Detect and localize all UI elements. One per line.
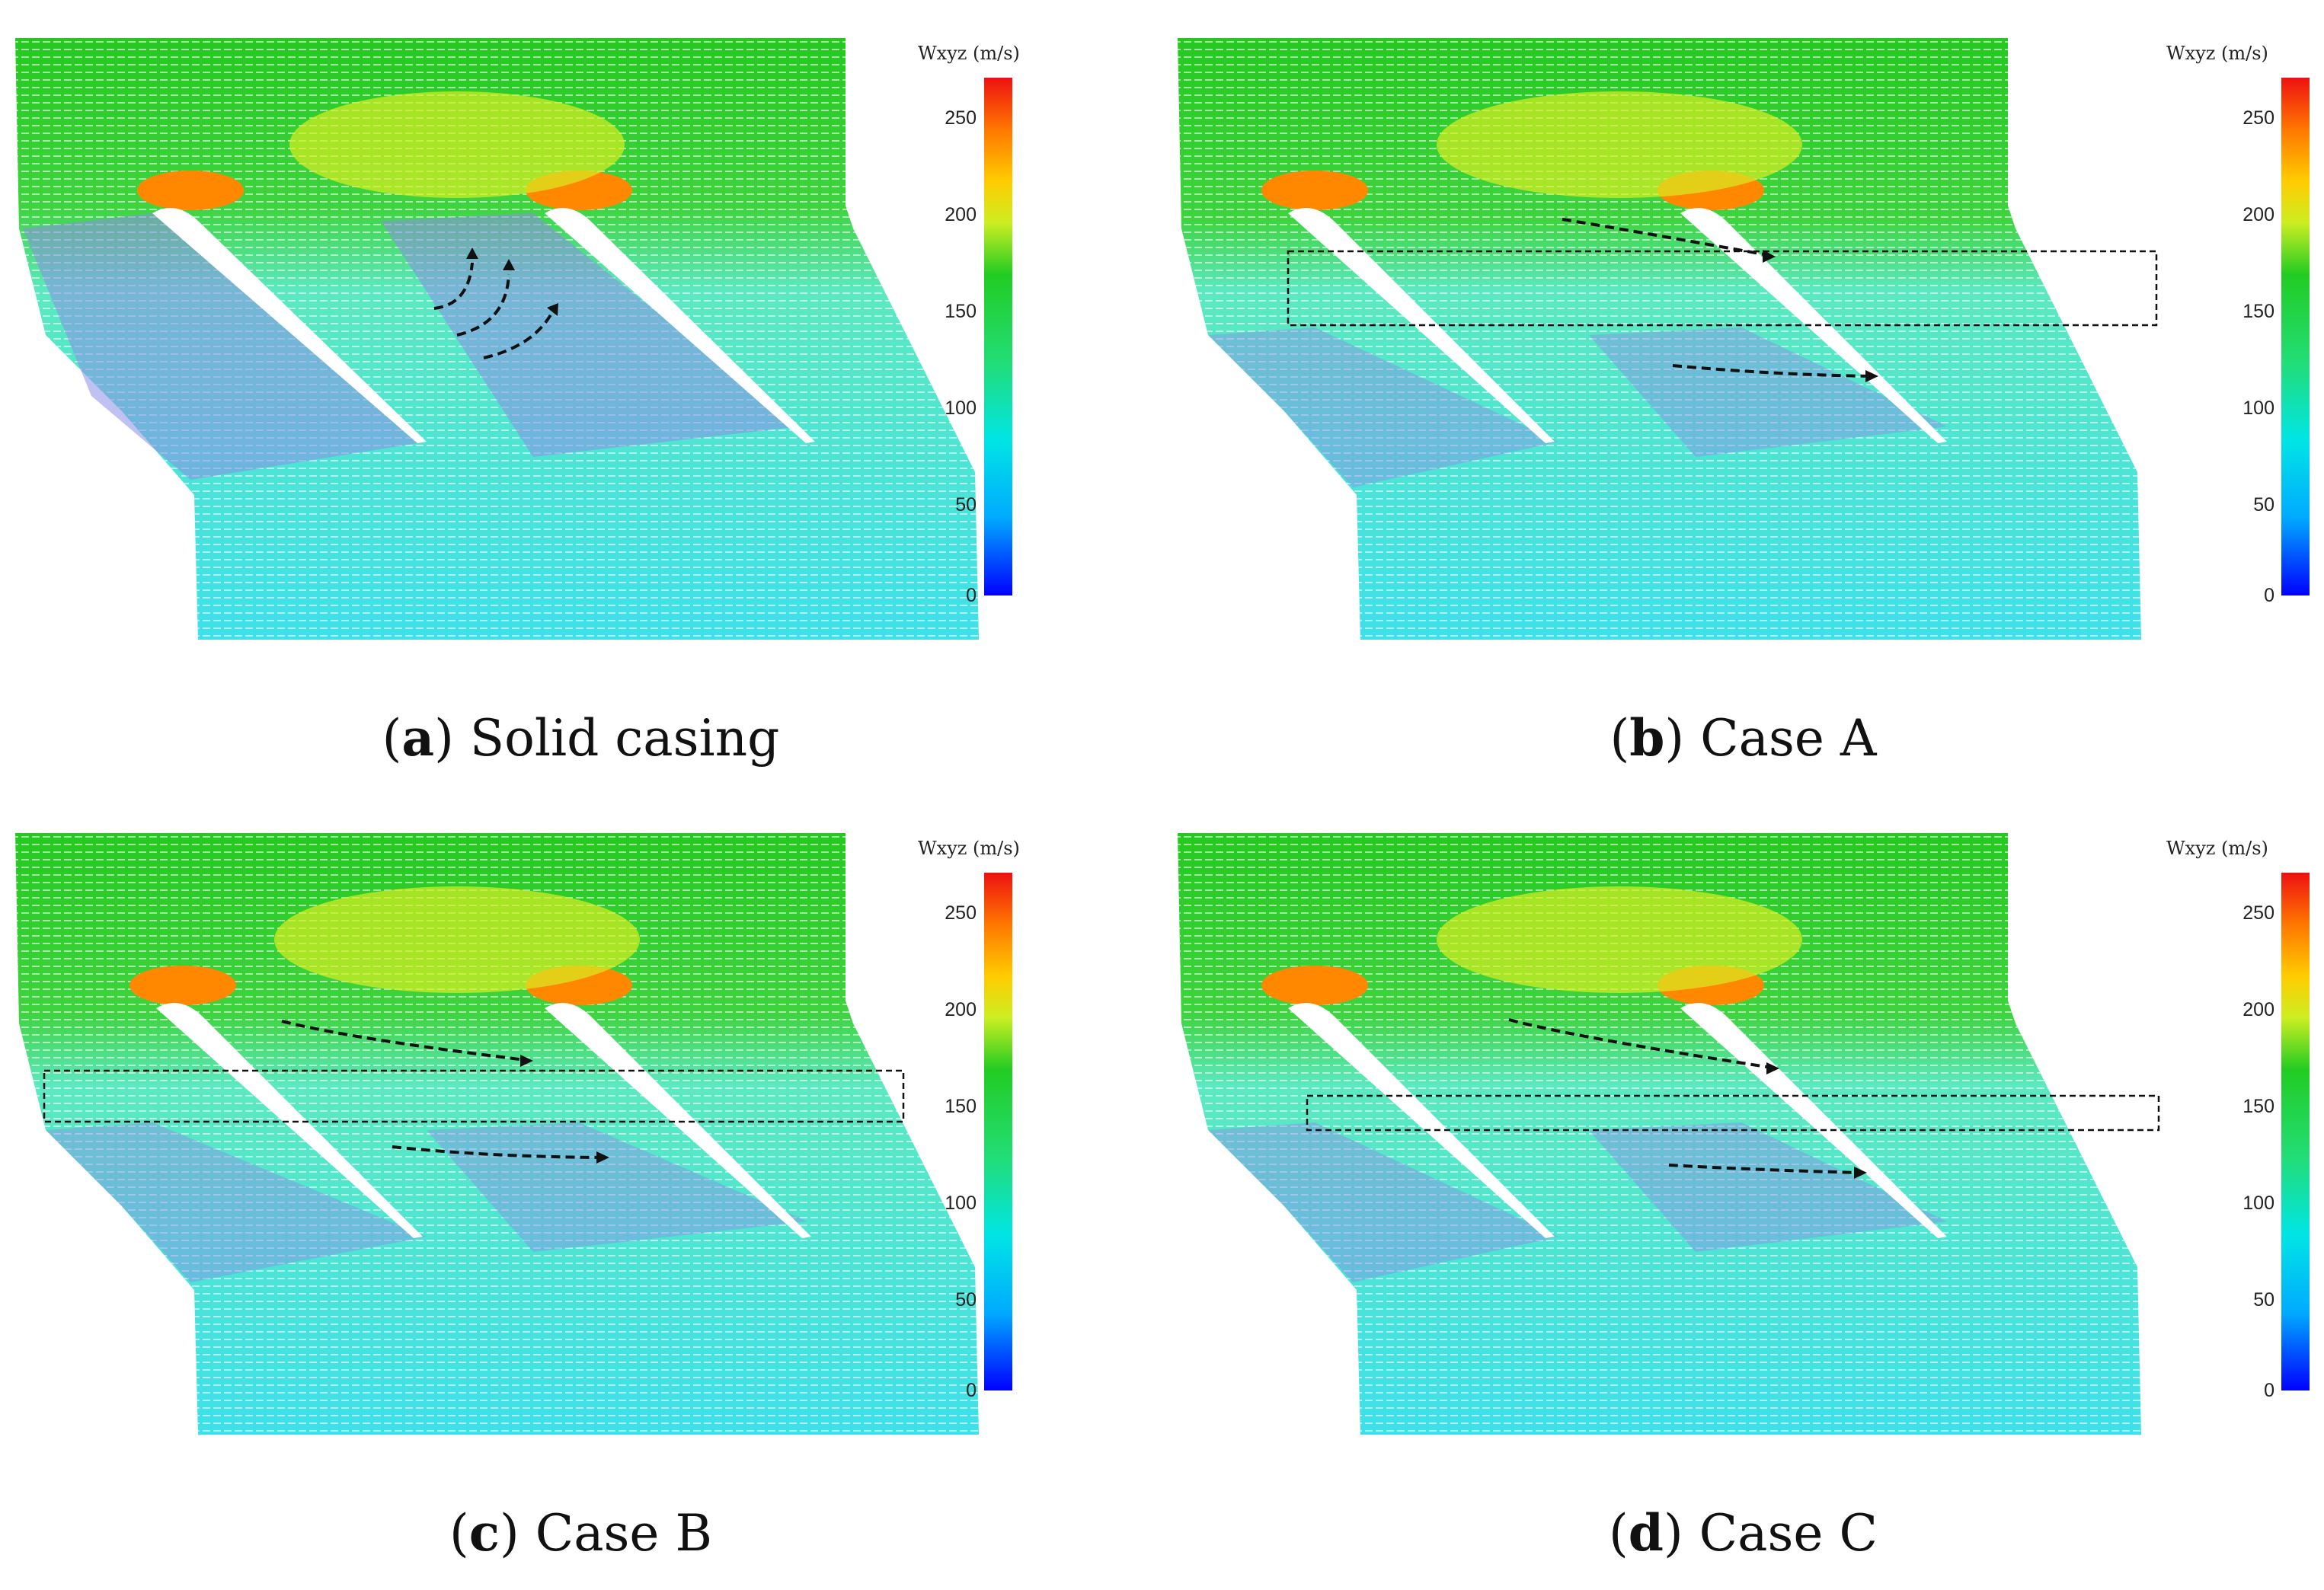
colorbar-tick: 200 bbox=[2242, 204, 2274, 225]
panel-d: Wxyz (m/s) 250 200 150 100 50 0 (d) Case… bbox=[1162, 795, 2324, 1590]
panel-caption: (d) Case C bbox=[1609, 1503, 1878, 1563]
blade-1 bbox=[1288, 1002, 1555, 1238]
colorbar-title: Wxyz (m/s) bbox=[918, 43, 1020, 64]
colorbar-ticks: 250 200 150 100 50 0 bbox=[2242, 107, 2274, 606]
velocity-vector-plot-a: Wxyz (m/s) 250 200 150 100 50 0 bbox=[15, 38, 1020, 640]
high-speed-region-1 bbox=[1261, 171, 1368, 210]
blade-1 bbox=[152, 207, 427, 443]
low-speed-region-2 bbox=[1589, 1122, 1947, 1252]
colorbar-tick: 0 bbox=[2264, 1380, 2274, 1401]
colorbar-tick: 50 bbox=[955, 1289, 977, 1311]
flow-domain-hatch bbox=[1178, 38, 2141, 640]
high-speed-region-1 bbox=[1261, 966, 1368, 1005]
velocity-vector-plot-c: Wxyz (m/s) 250 200 150 100 50 0 bbox=[15, 833, 1020, 1435]
flow-domain-hatch bbox=[1178, 833, 2141, 1435]
flow-arrows bbox=[1562, 218, 1872, 378]
blade-2 bbox=[1680, 207, 1947, 443]
velocity-vector-plot-b: Wxyz (m/s) 250 200 150 100 50 0 bbox=[1178, 38, 2310, 640]
colorbar-tick: 150 bbox=[945, 1096, 977, 1117]
low-speed-region-1 bbox=[46, 1122, 427, 1282]
colorbar-tick: 50 bbox=[2253, 494, 2274, 516]
caption-letter: a bbox=[401, 708, 435, 768]
colorbar-tick: 100 bbox=[945, 1192, 977, 1214]
caption-text: Case C bbox=[1683, 1504, 1878, 1563]
panel-a: Wxyz (m/s) 250 200 150 100 50 0 (a) Soli… bbox=[0, 0, 1162, 795]
low-speed-region-1 bbox=[1208, 327, 1558, 487]
colorbar-tick: 0 bbox=[2264, 585, 2274, 606]
blade-2 bbox=[545, 207, 815, 443]
low-speed-region-1 bbox=[1208, 1122, 1558, 1282]
panel-caption: (a) Solid casing bbox=[382, 708, 780, 768]
colorbar bbox=[2281, 78, 2310, 595]
mid-speed-region bbox=[274, 886, 640, 993]
colorbar-tick: 250 bbox=[2242, 902, 2274, 924]
panel-caption: (b) Case A bbox=[1610, 708, 1877, 768]
colorbar-tick: 200 bbox=[945, 999, 977, 1020]
colorbar-tick: 0 bbox=[966, 1380, 977, 1401]
panel-b: Wxyz (m/s) 250 200 150 100 50 0 (b) Case… bbox=[1162, 0, 2324, 795]
colorbar-tick: 100 bbox=[945, 398, 977, 419]
flow-arrows bbox=[1508, 1018, 1860, 1174]
colorbar-ticks: 250 200 150 100 50 0 bbox=[945, 107, 977, 606]
flow-arrows bbox=[281, 1020, 603, 1159]
colorbar-tick: 150 bbox=[2242, 1096, 2274, 1117]
low-speed-region-1 bbox=[23, 213, 427, 480]
colorbar-tick: 150 bbox=[2242, 301, 2274, 322]
low-speed-region-2 bbox=[1589, 327, 1947, 457]
colorbar-tick: 100 bbox=[2242, 398, 2274, 419]
colorbar-tick: 200 bbox=[2242, 999, 2274, 1020]
colorbar-title: Wxyz (m/s) bbox=[2166, 838, 2268, 859]
colorbar bbox=[984, 78, 1012, 595]
panel-caption: (c) Case B bbox=[449, 1503, 712, 1563]
mid-speed-region bbox=[289, 91, 625, 198]
tip-clearance-box bbox=[43, 1069, 905, 1123]
tip-clearance-box bbox=[1306, 1094, 2160, 1132]
colorbar-ticks: 250 200 150 100 50 0 bbox=[945, 902, 977, 1401]
tip-clearance-box bbox=[1287, 250, 2158, 327]
colorbar-ticks: 250 200 150 100 50 0 bbox=[2242, 902, 2274, 1401]
colorbar-tick: 250 bbox=[945, 902, 977, 924]
colorbar-tick: 0 bbox=[966, 585, 977, 606]
flow-domain-hatch bbox=[15, 833, 979, 1435]
colorbar-tick: 100 bbox=[2242, 1192, 2274, 1214]
blade-2 bbox=[545, 1002, 811, 1238]
flow-arrows bbox=[433, 262, 554, 359]
colorbar-tick: 250 bbox=[945, 107, 977, 129]
panel-c: Wxyz (m/s) 250 200 150 100 50 0 (c) Case… bbox=[0, 795, 1162, 1590]
caption-letter: d bbox=[1628, 1503, 1664, 1563]
colorbar bbox=[2281, 873, 2310, 1390]
colorbar-tick: 250 bbox=[2242, 107, 2274, 129]
colorbar bbox=[984, 873, 1012, 1390]
colorbar-tick: 50 bbox=[2253, 1289, 2274, 1311]
colorbar-tick: 200 bbox=[945, 204, 977, 225]
mid-speed-region bbox=[1437, 886, 1802, 993]
caption-letter: b bbox=[1629, 708, 1665, 768]
high-speed-region-1 bbox=[129, 966, 236, 1005]
blade-2 bbox=[1680, 1002, 1947, 1238]
colorbar-tick: 150 bbox=[945, 301, 977, 322]
caption-letter: c bbox=[468, 1503, 500, 1563]
mid-speed-region bbox=[1437, 91, 1802, 198]
velocity-vector-plot-d: Wxyz (m/s) 250 200 150 100 50 0 bbox=[1178, 833, 2310, 1435]
caption-text: Case B bbox=[519, 1504, 712, 1563]
low-speed-region-2 bbox=[427, 1122, 807, 1252]
colorbar-title: Wxyz (m/s) bbox=[918, 838, 1020, 859]
blade-1 bbox=[156, 1002, 423, 1238]
colorbar-title: Wxyz (m/s) bbox=[2166, 43, 2268, 64]
colorbar-tick: 50 bbox=[955, 494, 977, 516]
caption-text: Solid casing bbox=[453, 709, 780, 768]
caption-text: Case A bbox=[1684, 709, 1877, 768]
low-speed-region-2 bbox=[381, 213, 800, 457]
high-speed-region-1 bbox=[137, 171, 244, 210]
